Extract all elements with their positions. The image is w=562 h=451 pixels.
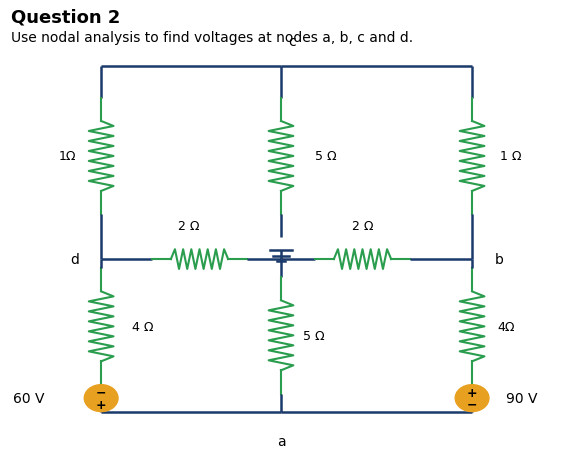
Text: Question 2: Question 2 bbox=[11, 9, 121, 27]
Text: 4Ω: 4Ω bbox=[497, 320, 515, 333]
Text: 60 V: 60 V bbox=[13, 391, 45, 405]
Text: −: − bbox=[96, 386, 106, 399]
Text: b: b bbox=[495, 253, 504, 267]
Text: 5 Ω: 5 Ω bbox=[315, 150, 336, 163]
Text: 1 Ω: 1 Ω bbox=[500, 150, 522, 163]
Text: 90 V: 90 V bbox=[506, 391, 537, 405]
Circle shape bbox=[455, 385, 489, 412]
Text: 2 Ω: 2 Ω bbox=[352, 220, 373, 233]
Text: −: − bbox=[467, 398, 477, 411]
Text: d: d bbox=[70, 253, 79, 267]
Text: 4 Ω: 4 Ω bbox=[132, 320, 153, 333]
Text: +: + bbox=[96, 398, 106, 411]
Text: Use nodal analysis to find voltages at nodes a, b, c and d.: Use nodal analysis to find voltages at n… bbox=[11, 31, 414, 45]
Circle shape bbox=[84, 385, 118, 412]
Text: 2 Ω: 2 Ω bbox=[178, 220, 199, 233]
Text: 1Ω: 1Ω bbox=[58, 150, 76, 163]
Text: a: a bbox=[277, 434, 285, 448]
Text: +: + bbox=[467, 386, 477, 399]
Text: c: c bbox=[288, 35, 296, 49]
Text: 5 Ω: 5 Ω bbox=[303, 329, 325, 342]
